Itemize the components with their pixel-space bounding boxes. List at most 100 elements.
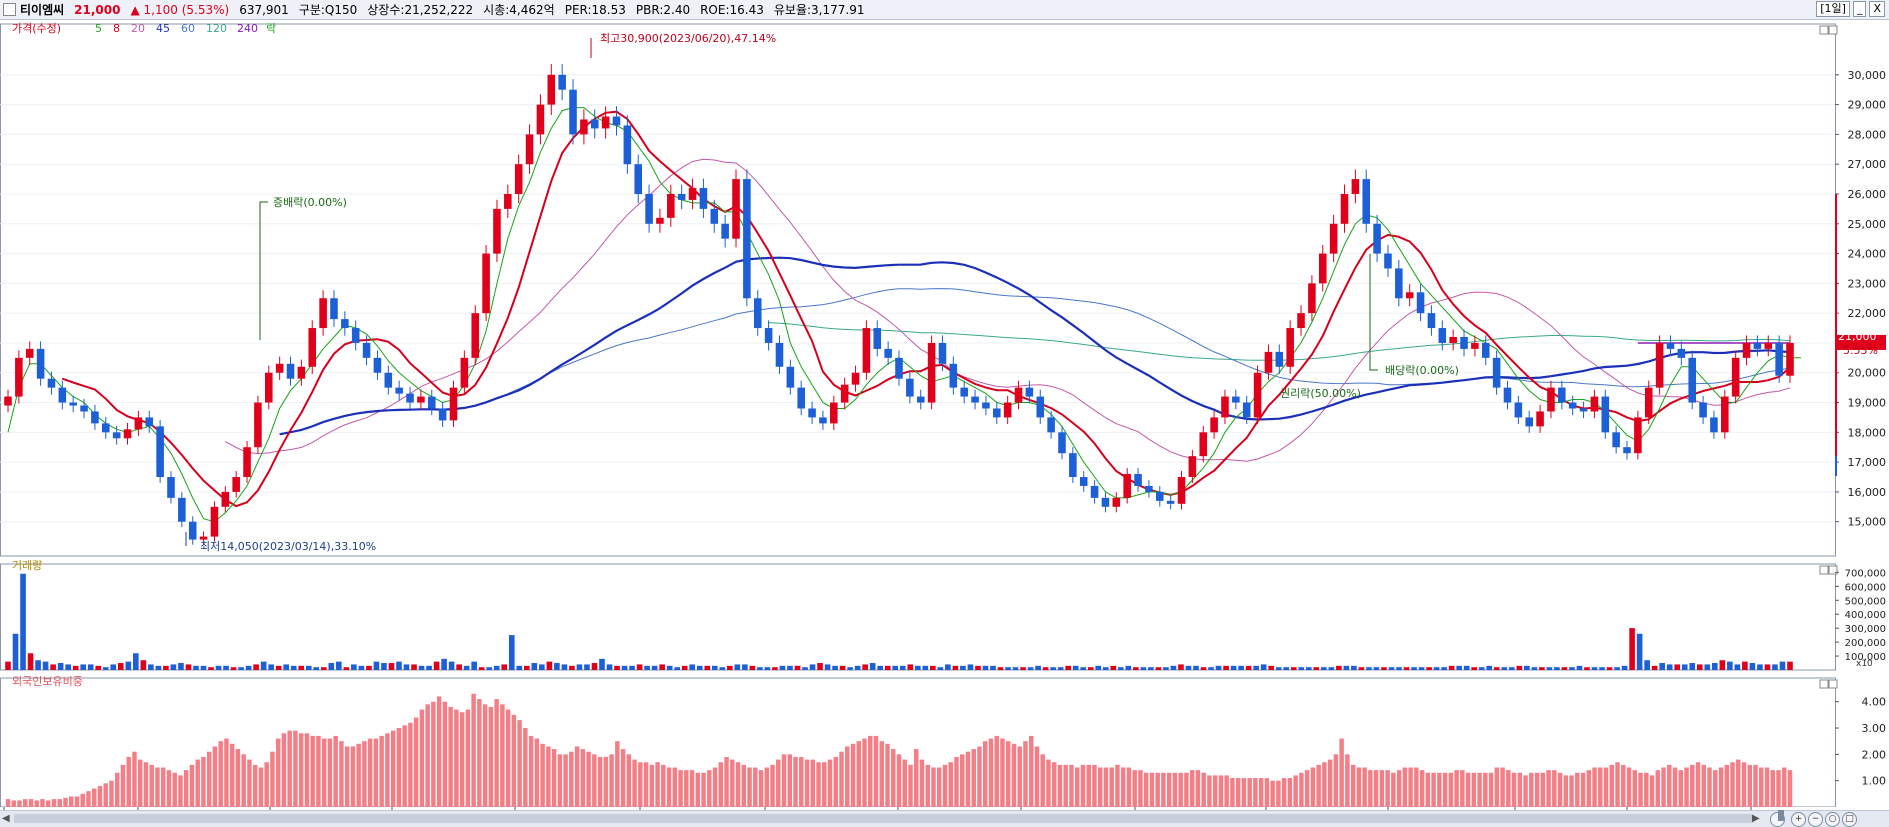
x-tick-label: 03	[138, 809, 152, 810]
header-checkbox[interactable]	[3, 3, 16, 16]
zoom-in-icon[interactable]: +	[1791, 811, 1806, 827]
foreign-bar	[1396, 770, 1402, 807]
foreign-tick-label: 2.00	[1862, 748, 1887, 761]
scroll-left-icon[interactable]: ◀	[2, 813, 10, 824]
foreign-bar	[592, 754, 597, 807]
zoom-fit-icon[interactable]: □	[1842, 811, 1857, 827]
foreign-bar	[1247, 778, 1252, 807]
volume-bar	[591, 663, 598, 670]
foreign-bar	[959, 754, 965, 807]
volume-bar	[877, 665, 884, 670]
foreign-bar	[1345, 754, 1350, 807]
foreign-bar	[793, 756, 798, 807]
candle-body	[199, 536, 208, 540]
horizontal-scrollbar[interactable]: ◀ ▶ + − ○ □	[0, 809, 1889, 827]
foreign-bar	[1063, 764, 1068, 807]
price-change: ▲ 1,100 (5.53%)	[130, 2, 230, 17]
candle-body	[916, 396, 925, 403]
legend-ma120: 120	[206, 22, 227, 35]
volume-bar	[403, 664, 410, 670]
volume-bar	[170, 664, 177, 670]
volume-bar	[794, 665, 801, 670]
foreign-bar	[28, 799, 34, 807]
zoom-reset-icon[interactable]: ○	[1825, 811, 1840, 827]
candle-body	[1644, 387, 1653, 418]
volume-title: 거래량	[12, 559, 42, 572]
candle-body	[102, 423, 110, 433]
foreign-bar	[937, 767, 942, 807]
volume-bar	[456, 664, 462, 670]
volume-bar	[937, 667, 944, 670]
candle-body	[1123, 474, 1131, 498]
foreign-bar	[459, 712, 465, 807]
volume-bar	[696, 665, 703, 670]
volume-bar	[1508, 667, 1515, 670]
foreign-bar	[517, 720, 522, 807]
volume-bar	[1042, 667, 1049, 670]
volume-bar	[734, 664, 741, 670]
volume-bar	[1569, 667, 1575, 670]
volume-bar	[945, 664, 951, 670]
volume-bar	[704, 665, 711, 670]
foreign-bar	[689, 770, 695, 807]
candle-body	[265, 372, 273, 403]
stock-name: 티이엠씨	[20, 3, 65, 17]
stock-chart[interactable]: 15,000 16,000 17,000 18,000 19,000 20,000 21,0…	[0, 20, 1889, 810]
candle-body	[656, 217, 664, 224]
x-tick-label: 12	[1266, 809, 1280, 810]
volume-bar	[411, 664, 417, 670]
period-button[interactable]: [1일]	[1816, 1, 1850, 17]
volume-bar	[1486, 665, 1493, 670]
volume-bar	[1102, 667, 1109, 670]
candle-body	[69, 402, 77, 406]
close-button[interactable]: X	[1869, 1, 1885, 17]
foreign-bar	[1713, 770, 1718, 807]
last-price-label: 21,000	[1838, 330, 1877, 343]
foreign-bar	[954, 756, 959, 807]
foreign-bar	[114, 772, 120, 807]
scroll-right-icon[interactable]: ▶	[1752, 813, 1760, 824]
zoom-slider[interactable]	[1770, 809, 1785, 827]
volume-bar	[636, 664, 643, 670]
volume-bar	[1584, 667, 1590, 670]
foreign-bar	[1534, 772, 1540, 807]
foreign-bar	[1391, 772, 1396, 807]
x-axis-band	[0, 807, 1889, 810]
foreign-bar	[206, 751, 212, 807]
candle-body	[178, 497, 186, 522]
volume-bar	[1403, 667, 1410, 670]
foreign-bar	[1080, 764, 1086, 807]
candle-body	[1471, 342, 1479, 349]
volume-bar	[125, 661, 132, 670]
volume-bar	[95, 665, 102, 670]
candle-body	[351, 328, 360, 343]
zoom-out-icon[interactable]: −	[1808, 811, 1823, 827]
volume-bar	[336, 661, 342, 670]
x-tick-label: 11	[1135, 809, 1149, 810]
foreign-bar	[982, 741, 988, 807]
volume-bar	[1163, 667, 1169, 670]
foreign-bar	[845, 746, 850, 807]
foreign-tick-label: 4.00	[1862, 696, 1887, 709]
foreign-bar	[534, 738, 540, 807]
candle-body	[1286, 328, 1294, 367]
volume-bar	[388, 663, 395, 670]
foreign-bar	[781, 754, 787, 807]
scroll-thumb[interactable]	[14, 814, 1754, 823]
roe-value: ROE:16.43	[700, 2, 764, 17]
volume-bar	[290, 665, 297, 670]
volume-bar	[1193, 665, 1199, 670]
volume-bar	[1118, 667, 1124, 670]
volume-bar	[155, 665, 162, 670]
foreign-bar	[1046, 759, 1051, 807]
foreign-bar	[1253, 778, 1258, 807]
foreign-bar	[1166, 772, 1172, 807]
candle-body	[569, 89, 577, 135]
candle-body	[938, 342, 947, 364]
foreign-bar	[494, 699, 499, 807]
candle-body	[1297, 313, 1305, 329]
minimize-button[interactable]: _	[1852, 1, 1867, 17]
volume-bar	[1185, 665, 1192, 670]
foreign-bar	[1230, 778, 1235, 807]
candle-body	[210, 506, 219, 537]
